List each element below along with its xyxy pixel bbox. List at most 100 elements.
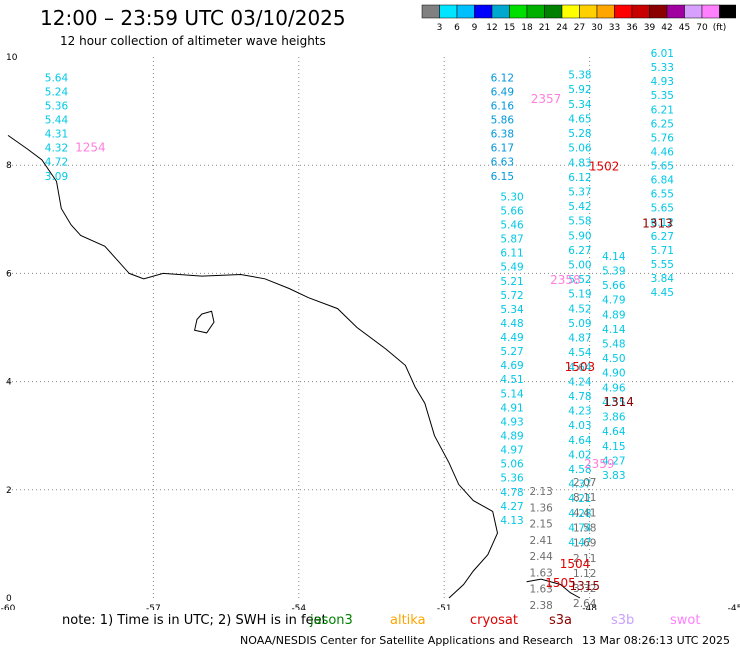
- wave-height-value: 5.39: [602, 265, 625, 277]
- wave-height-value: 4.21: [568, 493, 591, 505]
- wave-height-value: 5.65: [651, 203, 674, 215]
- wave-height-value: 2.64: [573, 598, 597, 610]
- wave-height-value: 3.86: [602, 412, 626, 424]
- wave-height-value: 8.11: [573, 492, 596, 504]
- x-tick-label: -60: [1, 604, 16, 610]
- pass-time-label: 1502: [589, 160, 620, 174]
- wave-height-value: 4.69: [500, 360, 523, 372]
- wave-height-value: 5.28: [568, 128, 591, 140]
- colorbar-label: 21: [539, 23, 550, 32]
- wave-height-value: 4.74: [568, 522, 592, 534]
- lat-lon-grid: [8, 57, 735, 598]
- wave-height-value: 5.24: [45, 86, 69, 98]
- colorbar-label: 15: [504, 23, 515, 32]
- wave-height-value: 4.28: [568, 508, 591, 520]
- wave-height-value: 4.14: [602, 324, 626, 336]
- wave-height-value: 5.72: [500, 290, 523, 302]
- wave-height-value: 5.49: [500, 262, 523, 274]
- y-tick-label: 4: [6, 378, 12, 388]
- wave-height-value: 6.63: [491, 157, 514, 169]
- chart-subtitle: 12 hour collection of altimeter wave hei…: [60, 34, 326, 48]
- chart-title: 12:00 – 23:59 UTC 03/10/2025: [40, 6, 346, 30]
- wave-height-value: 5.06: [568, 143, 592, 155]
- wave-height-map[interactable]: -60 -57 -54 -51 -48 -4510864205.645.245.365.4…: [0, 0, 740, 610]
- pass-time-labels: 1254 2357 2358 2359 1502 1503 1504 1505 1313 1314…: [75, 92, 673, 593]
- wave-height-value: 4.93: [651, 76, 674, 88]
- wave-height-value: 4.02: [568, 449, 591, 461]
- satellite-s3a: s3a: [549, 613, 573, 628]
- pass-time-label: 1313: [642, 216, 673, 230]
- y-tick-label: 8: [6, 161, 12, 171]
- wave-height-value: 6.27: [651, 231, 674, 243]
- wave-height-value: 4.52: [568, 303, 591, 315]
- pass-time-label: 1254: [75, 141, 106, 155]
- wave-height-value: 5.33: [651, 62, 674, 74]
- wave-height-value: 4.15: [602, 441, 625, 453]
- colorbar-label: 27: [574, 23, 585, 32]
- wave-height-value: 5.06: [500, 459, 524, 471]
- wave-height-value: 4.32: [45, 143, 68, 155]
- wave-height-value: 5.46: [500, 219, 524, 231]
- wave-height-value: 6.49: [491, 86, 514, 98]
- wave-height-value: 4.83: [568, 157, 591, 169]
- wave-height-value: 5.35: [651, 90, 674, 102]
- wave-height-value: 6.16: [491, 100, 515, 112]
- wave-height-value: 5.90: [568, 230, 591, 242]
- color-scale-legend: 3 6 9 12 15 18 21 24 27 30 33 36 39 42 45 70 (ft): [421, 4, 736, 32]
- wave-height-value: 5.87: [500, 234, 523, 246]
- wave-height-value: 5.66: [602, 280, 626, 292]
- wave-height-value: 5.52: [568, 274, 591, 286]
- wave-height-value: 4.72: [45, 157, 68, 169]
- colorbar-label: 24: [556, 23, 568, 32]
- wave-height-value: 1.58: [573, 522, 596, 534]
- colorbar-swatch: [719, 4, 736, 19]
- colorbar-label: 9: [472, 23, 478, 32]
- wave-height-value: 6.01: [651, 48, 674, 60]
- wave-height-value: 2.41: [529, 535, 552, 547]
- wave-height-value: 1.12: [573, 568, 596, 580]
- satellite-cryosat: cryosat: [470, 613, 518, 628]
- wave-height-value: 4.87: [568, 333, 591, 345]
- pass-time-label: 1505: [545, 576, 576, 590]
- x-tick-label: -45: [728, 604, 740, 610]
- wave-height-value: 2.07: [573, 477, 596, 489]
- x-tick-label: -51: [437, 604, 452, 610]
- wave-height-value: 5.44: [45, 115, 69, 127]
- y-tick-label: 0: [6, 594, 12, 604]
- wave-height-value: 5.27: [500, 346, 523, 358]
- satellite-altika: altika: [390, 613, 426, 628]
- credit-text: NOAA/NESDIS Center for Satellite Applica…: [240, 634, 574, 647]
- y-tick-label: 2: [6, 486, 12, 496]
- island-outline: [194, 310, 215, 334]
- colorbar-label: 18: [521, 23, 533, 32]
- pass-time-label: 1314: [603, 395, 634, 409]
- wave-height-value: 5.64: [45, 72, 69, 84]
- wave-height-value: 4.58: [568, 464, 591, 476]
- wave-height-value: 4.89: [500, 430, 523, 442]
- footnote-text: note: 1) Time is in UTC; 2) SWH is in fe…: [62, 613, 327, 628]
- wave-height-value: 1.63: [529, 584, 552, 596]
- wave-height-value: 5.58: [568, 216, 591, 228]
- pass-time-label: 1503: [565, 360, 596, 374]
- wave-height-value: 2.15: [529, 519, 552, 531]
- wave-height-value: 5.66: [500, 205, 524, 217]
- wave-height-value: 2.11: [573, 553, 596, 565]
- x-tick-label: -54: [291, 604, 306, 610]
- wave-height-value: 5.34: [500, 304, 524, 316]
- wave-height-value: 4.90: [602, 368, 625, 380]
- wave-height-value: 4.64: [568, 362, 592, 374]
- wave-height-value: 6.11: [500, 248, 523, 260]
- wave-height-value: 4.51: [500, 374, 523, 386]
- wave-height-value: 5.86: [491, 115, 515, 127]
- wave-height-value: 6.84: [651, 175, 675, 187]
- wave-height-value: 2.38: [529, 600, 552, 610]
- wave-height-value: 5.30: [500, 191, 523, 203]
- wave-height-value: 4.64: [602, 426, 626, 438]
- wave-height-value: 6.15: [491, 171, 514, 183]
- colorbar-label: 39: [644, 23, 656, 32]
- wave-height-value: 5.09: [568, 318, 591, 330]
- wave-height-value: 4.65: [568, 113, 591, 125]
- wave-height-value: 6.17: [491, 143, 514, 155]
- wave-height-value: 4.91: [500, 402, 523, 414]
- wave-height-value: 4.96: [602, 382, 626, 394]
